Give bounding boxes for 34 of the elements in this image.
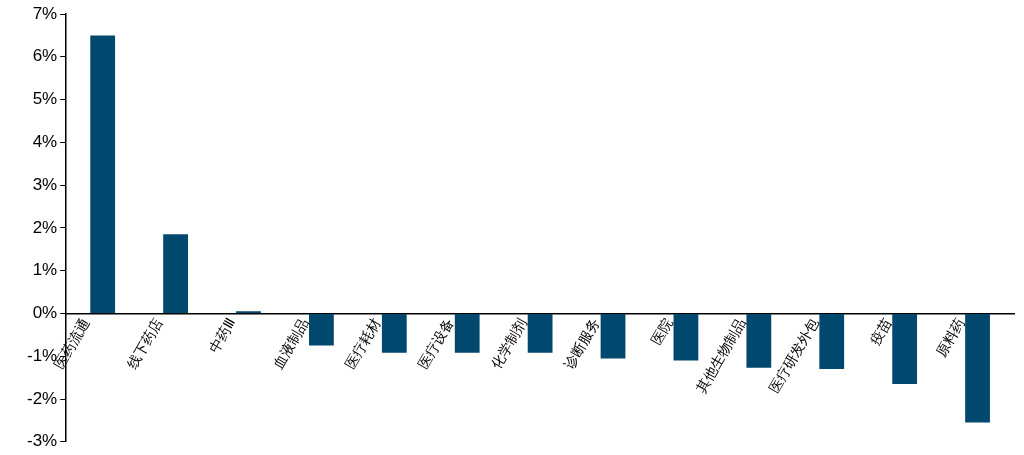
x-tick-label: 中药Ⅲ	[205, 314, 239, 356]
x-tick-label: 原料药	[932, 314, 968, 360]
bar	[673, 313, 699, 361]
bar	[163, 234, 188, 313]
y-tick-label: 5%	[32, 89, 58, 109]
y-tick-label: 7%	[32, 3, 58, 23]
bar	[965, 313, 990, 423]
y-tick-label: 1%	[32, 260, 58, 280]
x-tick-label: 疫苗	[866, 314, 895, 348]
x-tick-label: 医院	[647, 314, 676, 348]
y-tick-label: 4%	[32, 132, 58, 152]
y-tick-label: -3%	[27, 431, 58, 451]
bar	[90, 35, 116, 313]
x-tick-label: 化学制剂	[488, 314, 530, 372]
bar	[454, 313, 480, 353]
x-tick-label: 线下药店	[123, 314, 166, 372]
bar	[600, 313, 626, 359]
y-tick-label: -2%	[27, 388, 58, 408]
bar	[819, 313, 845, 370]
x-tick-label: 血液制品	[269, 314, 312, 372]
bar	[892, 313, 918, 385]
y-tick-label: 6%	[32, 46, 58, 66]
x-tick-label: 诊断服务	[560, 314, 603, 372]
y-tick-label: 0%	[32, 303, 58, 323]
bar	[746, 313, 772, 368]
x-tick-label: 医疗耗材	[342, 314, 385, 372]
y-tick-label: 3%	[32, 174, 58, 194]
bar	[309, 313, 334, 346]
y-tick-label: 2%	[32, 217, 58, 237]
bar	[381, 313, 407, 353]
x-tick-label: 医疗研发外包	[765, 314, 822, 396]
x-tick-label: 医疗设备	[415, 314, 457, 372]
bar	[527, 313, 553, 353]
x-tick-label: 其他生物制品	[692, 314, 749, 396]
